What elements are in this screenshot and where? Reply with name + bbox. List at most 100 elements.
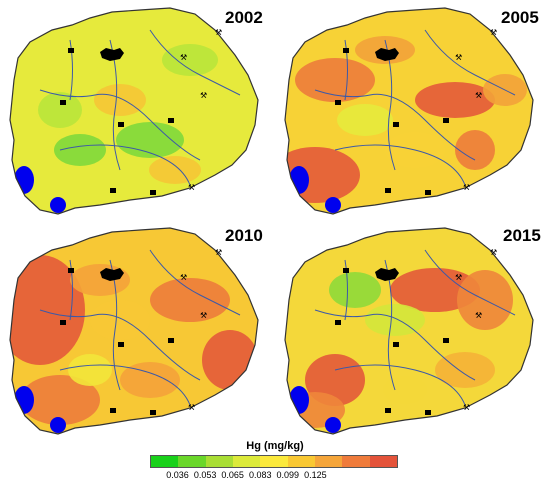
country-border	[284, 7, 534, 215]
industry-icon	[68, 48, 74, 53]
city-area-icon	[375, 48, 399, 61]
river-line	[149, 29, 241, 96]
industry-icon	[393, 122, 399, 127]
river-line	[69, 259, 73, 321]
industry-icon	[60, 100, 66, 105]
concentration-zone	[40, 42, 100, 78]
industry-icon	[443, 338, 449, 343]
concentration-zone	[94, 84, 146, 116]
legend-tick-label: 0.125	[304, 470, 327, 480]
legend-swatch	[287, 456, 315, 467]
mine-icon: ⚒	[455, 53, 462, 62]
industry-icon	[443, 118, 449, 123]
river-line	[384, 259, 396, 391]
concentration-zone	[90, 300, 150, 340]
river-line	[384, 39, 396, 171]
legend-swatch	[178, 456, 206, 467]
map-panel-2005: ⚒ ⚒ ⚒ ⚒ 2005	[275, 0, 550, 220]
concentration-zone	[383, 376, 427, 404]
river-line	[424, 29, 516, 96]
country-border	[9, 7, 259, 215]
lake-shape	[325, 197, 341, 213]
year-label-2015: 2015	[503, 226, 541, 245]
concentration-zone	[149, 156, 201, 184]
industry-icon	[150, 410, 156, 415]
map-2015: ⚒ ⚒ ⚒ ⚒	[284, 227, 534, 435]
mine-icon: ⚒	[188, 403, 195, 412]
legend-swatch	[369, 456, 397, 467]
industry-icon	[118, 122, 124, 127]
industry-icon	[385, 188, 391, 193]
industry-icon	[110, 188, 116, 193]
legend-color-bar	[150, 455, 398, 468]
city-area-icon	[100, 268, 124, 281]
industry-icon	[393, 342, 399, 347]
industry-icon	[68, 268, 74, 273]
legend-swatch	[260, 456, 288, 467]
river-line	[59, 144, 191, 186]
mine-icon: ⚒	[475, 311, 482, 320]
river-line	[69, 39, 73, 101]
concentration-zone	[162, 44, 218, 76]
river-line	[334, 364, 466, 406]
river-line	[344, 39, 348, 101]
legend-swatch	[342, 456, 370, 467]
mine-icon: ⚒	[475, 91, 482, 100]
country-border	[9, 227, 259, 435]
concentration-zone	[38, 92, 82, 128]
city-area-icon	[100, 48, 124, 61]
mine-icon: ⚒	[200, 91, 207, 100]
mine-icon: ⚒	[490, 248, 497, 257]
legend-tick-label: 0.083	[248, 470, 272, 480]
year-label-2010: 2010	[225, 226, 263, 245]
legend-swatch	[205, 456, 233, 467]
map-panel-2015: ⚒ ⚒ ⚒ ⚒ 2015	[275, 220, 550, 440]
concentration-zone	[455, 130, 495, 170]
mine-icon: ⚒	[180, 273, 187, 282]
industry-icon	[343, 268, 349, 273]
legend-swatch	[232, 456, 261, 467]
industry-icon	[425, 190, 431, 195]
mine-icon: ⚒	[188, 183, 195, 192]
industry-icon	[60, 320, 66, 325]
concentration-zone	[68, 354, 112, 386]
map-2002: ⚒ ⚒ ⚒ ⚒	[9, 7, 259, 215]
concentration-zone	[190, 106, 230, 134]
city-area-icon	[375, 268, 399, 281]
river-line	[109, 39, 121, 171]
legend-swatch	[314, 456, 343, 467]
map-panel-2002: ⚒ ⚒ ⚒ ⚒ 2002	[0, 0, 275, 220]
industry-icon	[150, 190, 156, 195]
industry-icon	[168, 118, 174, 123]
river-line	[109, 259, 121, 391]
concentration-zone	[70, 264, 130, 296]
year-label-2002: 2002	[225, 8, 263, 27]
legend-tick-label: 0.053	[193, 470, 217, 480]
industry-icon	[343, 48, 349, 53]
legend-swatch	[151, 456, 179, 467]
concentration-zone	[116, 122, 184, 158]
industry-icon	[385, 408, 391, 413]
concentration-zone	[120, 362, 180, 398]
color-legend: Hg (mg/kg) 0.036 0.053 0.065 0.083 0.099 0.12…	[0, 440, 550, 482]
mine-icon: ⚒	[200, 311, 207, 320]
map-2010: ⚒ ⚒ ⚒ ⚒	[9, 227, 259, 435]
mine-icon: ⚒	[463, 403, 470, 412]
mine-icon: ⚒	[455, 273, 462, 282]
concentration-zone	[150, 278, 230, 322]
river-line	[424, 249, 516, 316]
industry-icon	[118, 342, 124, 347]
industry-icon	[335, 320, 341, 325]
country-border	[284, 227, 534, 435]
mine-icon: ⚒	[490, 28, 497, 37]
map-2005: ⚒ ⚒ ⚒ ⚒	[284, 7, 534, 215]
mine-icon: ⚒	[215, 28, 222, 37]
legend-tick-label: 0.036	[166, 470, 189, 480]
concentration-zone	[337, 104, 393, 136]
lake-shape	[325, 417, 341, 433]
map-panel-2010: ⚒ ⚒ ⚒ ⚒ 2010	[0, 220, 275, 440]
legend-title: Hg (mg/kg)	[246, 440, 304, 452]
river-line	[59, 364, 191, 406]
lake-shape	[50, 197, 66, 213]
river-line	[334, 144, 466, 186]
